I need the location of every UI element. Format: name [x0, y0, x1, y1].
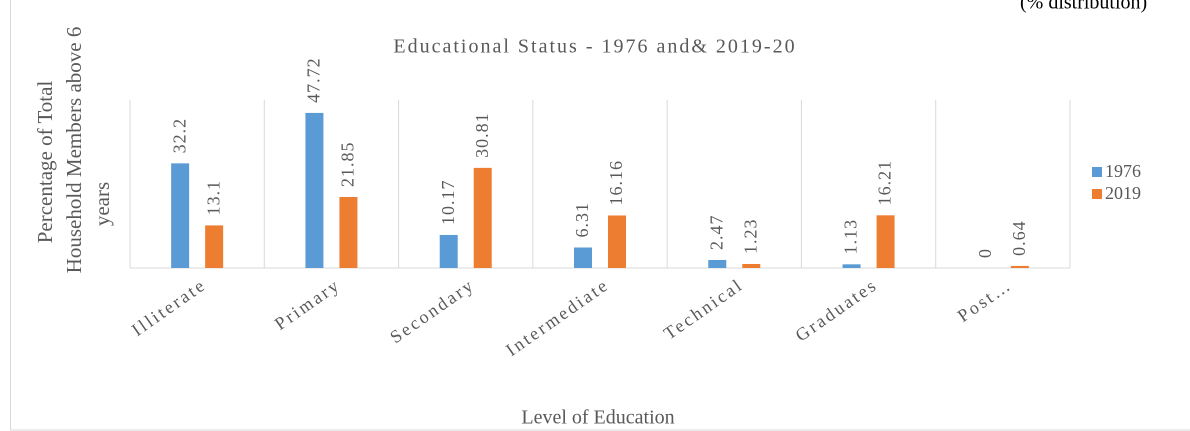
legend-swatch	[1092, 167, 1102, 177]
x-tick-label: Post…	[954, 274, 1016, 326]
data-label: 13.1	[203, 180, 223, 216]
x-tick-label: Intermediate	[502, 274, 613, 360]
bar	[842, 264, 861, 268]
data-label: 47.72	[304, 57, 324, 103]
data-label: 30.81	[472, 112, 492, 158]
data-label: 32.2	[169, 118, 189, 154]
x-tick-label: Graduates	[792, 274, 882, 345]
data-label: 10.17	[438, 179, 458, 225]
chart-title: Educational Status - 1976 and& 2019-20	[393, 36, 796, 58]
data-label: 0.64	[1009, 220, 1029, 256]
legend-swatch	[1092, 189, 1102, 199]
subtitle: (% distribution)	[1020, 0, 1147, 14]
bar	[339, 196, 358, 268]
chart-border	[10, 0, 1190, 431]
data-label: 1.23	[740, 219, 760, 255]
bar	[305, 112, 324, 268]
data-label: 16.21	[875, 160, 895, 206]
bar	[439, 234, 458, 268]
x-tick-label: Illiterate	[128, 274, 210, 340]
y-axis-label: years	[90, 182, 114, 226]
legend-label: 2019	[1105, 183, 1141, 203]
bar	[205, 225, 224, 268]
bar	[171, 163, 190, 268]
data-label: 21.85	[338, 141, 358, 187]
bar	[608, 215, 626, 268]
data-label: 6.31	[572, 202, 592, 238]
bar	[742, 264, 761, 268]
bar	[1010, 265, 1029, 268]
data-label: 1.13	[841, 219, 861, 255]
x-tick-label: Technical	[660, 274, 747, 343]
y-axis-label: Percentage of Total	[33, 81, 57, 244]
data-label: 0	[975, 248, 995, 258]
data-label: 2.47	[706, 214, 726, 250]
bar	[574, 247, 592, 268]
x-axis-label: Level of Education	[521, 407, 674, 429]
legend-label: 1976	[1105, 161, 1141, 181]
bar	[473, 167, 492, 268]
data-label: 16.16	[606, 160, 626, 206]
bar	[708, 259, 727, 268]
bar	[876, 215, 895, 268]
x-tick-label: Primary	[271, 274, 344, 334]
x-tick-label: Secondary	[386, 274, 478, 347]
y-axis-label: Household Members above 6	[62, 27, 86, 274]
